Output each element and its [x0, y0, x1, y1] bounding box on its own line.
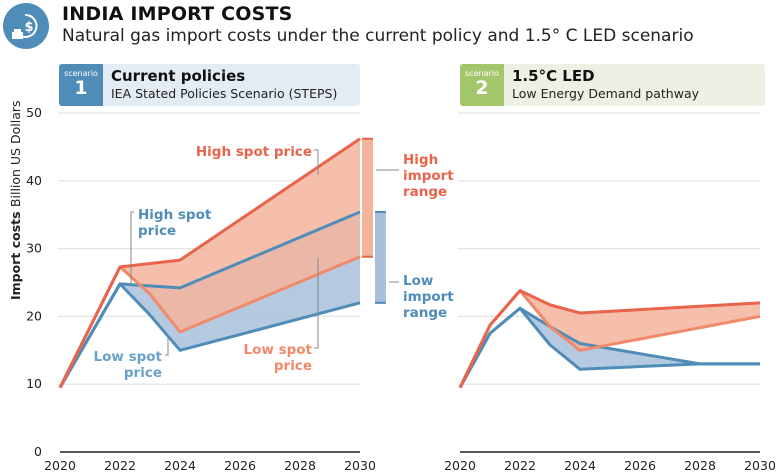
x-tick-label: 2022	[504, 458, 536, 473]
high-import-range-bar	[362, 138, 373, 257]
y-tick-label: 20	[26, 308, 42, 323]
x-tick-label: 2026	[224, 458, 256, 473]
page-title: INDIA IMPORT COSTS	[62, 3, 293, 25]
annotation-low-spot-price-orange: Low spot price	[244, 342, 313, 374]
annotation-line: price	[274, 358, 312, 374]
scenario-1-description: IEA Stated Policies Scenario (STEPS)	[111, 86, 338, 101]
page-subtitle: Natural gas import costs under the curre…	[62, 26, 694, 46]
annotation-line: High spot	[138, 207, 212, 223]
scenario-1-badge: scenario 1	[59, 64, 103, 106]
svg-text:$: $	[24, 20, 33, 35]
scenario-1-header: scenario 1 Current policies IEA Stated P…	[59, 64, 360, 106]
high-import-high-spot-line	[58, 137, 361, 389]
x-tick-label: 2022	[104, 458, 136, 473]
scenario-number: 1	[74, 77, 88, 99]
x-tick-label: 2030	[744, 458, 776, 473]
scenario-number: 2	[475, 77, 489, 99]
annotation-line: range	[403, 305, 447, 321]
low-import-high-spot-line	[58, 210, 361, 389]
dollar-gas-icon: $	[3, 3, 49, 49]
annotation-line: range	[403, 184, 447, 200]
x-tick-label: 2028	[284, 458, 316, 473]
scenario-2-description: Low Energy Demand pathway	[512, 86, 700, 101]
annotation-line: Low	[403, 273, 433, 289]
annotation-high-spot-price-orange-leader	[314, 149, 319, 175]
annotation-line: import	[403, 168, 454, 184]
high-import-high-spot-line	[458, 289, 761, 389]
scenario-2-badge: scenario 2	[460, 64, 504, 106]
x-tick-label: 2026	[624, 458, 656, 473]
low-import-range-bar	[375, 211, 386, 303]
annotation-line: price	[138, 223, 176, 239]
scenario-2-header: scenario 2 1.5°C LED Low Energy Demand p…	[460, 64, 765, 106]
y-tick-label: 10	[26, 376, 42, 391]
x-tick-label: 2030	[344, 458, 376, 473]
y-tick-label: 40	[26, 173, 42, 188]
annotation-low-spot-price-orange-leader	[314, 258, 319, 349]
high-import-band	[60, 138, 360, 388]
scenario-2-name: 1.5°C LED	[512, 67, 595, 85]
annotation-line: Low spot	[244, 342, 313, 358]
annotation-low-spot-price-blue-leader	[165, 338, 169, 356]
annotation-high-spot-price-orange: High spot price	[196, 144, 312, 160]
y-tick-label: 0	[34, 444, 42, 459]
scenario-badge-label: scenario	[465, 69, 499, 78]
annotation-high-spot-price-blue: High spot price	[138, 207, 212, 239]
annotation-low-spot-price-blue: Low spot price	[94, 349, 163, 381]
y-axis-label-bold: Import costs	[8, 207, 23, 300]
scenario-badge-label: scenario	[64, 69, 98, 78]
annotation-line: price	[124, 365, 162, 381]
x-tick-label: 2020	[444, 458, 476, 473]
y-axis-label-unit: Billion US Dollars	[8, 100, 23, 207]
annotation-line: import	[403, 289, 454, 305]
high-import-band	[460, 290, 760, 388]
x-tick-label: 2024	[164, 458, 196, 473]
scenario-1-name: Current policies	[111, 67, 246, 85]
annotation-low-import-range: Low import range	[403, 273, 454, 321]
x-tick-label: 2028	[684, 458, 716, 473]
y-tick-label: 50	[26, 105, 42, 120]
chart-panel-2: 2020 2022 2024 2026 2028 2030	[444, 112, 776, 473]
annotation-line: High spot price	[196, 144, 312, 160]
chart-panel-1: 2020 2022 2024 2026 2028 203001020304050Impor…	[8, 100, 454, 473]
y-tick-label: 30	[26, 241, 42, 256]
x-tick-label: 2020	[44, 458, 76, 473]
annotation-line: High	[403, 152, 438, 168]
annotation-line: Low spot	[94, 349, 163, 365]
y-axis-label: Import costs Billion US Dollars	[8, 100, 23, 300]
annotation-high-spot-price-blue-leader	[130, 211, 134, 285]
annotation-high-import-range: High import range	[403, 152, 454, 200]
x-tick-label: 2024	[564, 458, 596, 473]
